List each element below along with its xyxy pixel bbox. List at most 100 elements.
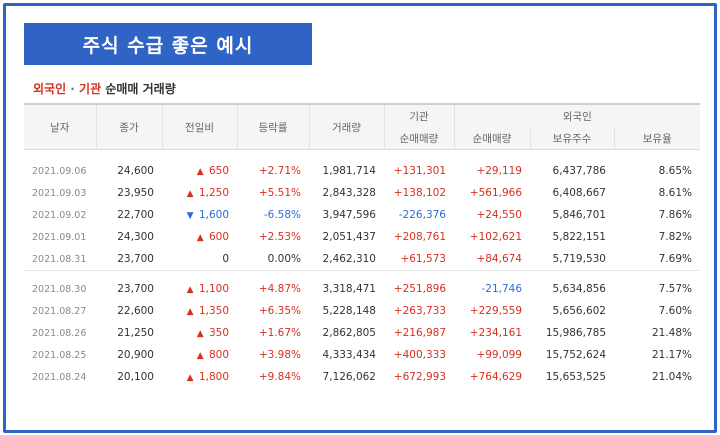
section-title-institution: 기관 (79, 82, 102, 96)
cell-for-ratio: 21.48% (651, 327, 692, 339)
header-for-net: 순매매량 (453, 127, 530, 150)
cell-for-net: +24,550 (476, 209, 522, 221)
cell-change-value: 0 (222, 253, 229, 265)
cell-for-ratio: 21.04% (651, 371, 692, 383)
cell-change-value: 1,250 (198, 187, 229, 199)
cell-close: 23,700 (117, 253, 154, 265)
cell-inst-net: -226,376 (398, 209, 446, 221)
triangle-up-icon: ▲ (196, 351, 204, 361)
table-row: 2021.08.31 23,700 0 0.00% 2,462,310 +61,573 +8… (24, 248, 700, 271)
cell-for-ratio: 7.57% (658, 283, 692, 295)
cell-date: 2021.09.06 (32, 165, 87, 177)
header-volume: 거래량 (308, 103, 384, 150)
table-row: 2021.08.27 22,600 ▲ 1,350 +6.35% 5,228,148 +2… (24, 300, 700, 322)
cell-for-hold: 6,437,786 (552, 165, 606, 177)
cell-date: 2021.08.27 (32, 305, 87, 317)
cell-rate: +6.35% (258, 305, 301, 317)
cell-for-net: +99,099 (476, 349, 522, 361)
cell-change: ▲ 1,250 (162, 182, 237, 204)
cell-rate: +9.84% (258, 371, 301, 383)
cell-inst-net: +263,733 (393, 305, 446, 317)
table-row: 2021.09.03 23,950 ▲ 1,250 +5.51% 2,843,328 +1… (24, 182, 700, 204)
cell-inst-net: +400,333 (393, 349, 446, 361)
cell-for-hold: 5,822,151 (552, 231, 606, 243)
cell-date: 2021.09.03 (32, 187, 87, 199)
cell-for-ratio: 7.82% (658, 231, 692, 243)
cell-change-value: 1,600 (198, 209, 229, 221)
table-row: 2021.08.26 21,250 ▲ 350 +1.67% 2,862,805 +216… (24, 322, 700, 344)
cell-rate: +1.67% (258, 327, 301, 339)
cell-volume: 2,051,437 (322, 231, 376, 243)
section-title-rest: 순매매 거래량 (101, 82, 176, 96)
cell-date: 2021.08.26 (32, 327, 87, 339)
section-title-separator: · (66, 82, 80, 96)
cell-for-hold: 15,653,525 (545, 371, 606, 383)
triangle-up-icon: ▲ (196, 233, 204, 243)
cell-for-ratio: 8.61% (658, 187, 692, 199)
cell-date: 2021.09.01 (32, 231, 87, 243)
cell-change: ▲ 650 (162, 160, 237, 182)
header-foreigner: 외국인 (453, 103, 700, 127)
table-row: 2021.09.06 24,600 ▲ 650 +2.71% 1,981,714 +131… (24, 160, 700, 182)
cell-close: 22,600 (117, 305, 154, 317)
table-row: 2021.08.25 20,900 ▲ 800 +3.98% 4,333,434 +400… (24, 344, 700, 366)
triangle-up-icon: ▲ (186, 285, 194, 295)
cell-for-hold: 5,846,701 (552, 209, 606, 221)
table-row: 2021.08.24 20,100 ▲ 1,800 +9.84% 7,126,062 +6… (24, 366, 700, 388)
cell-change-value: 600 (208, 231, 229, 243)
header-close: 종가 (95, 103, 162, 150)
triangle-up-icon: ▲ (186, 307, 194, 317)
cell-for-hold: 5,656,602 (552, 305, 606, 317)
cell-rate: -6.58% (263, 209, 301, 221)
cell-change-value: 800 (208, 349, 229, 361)
table-row: 2021.08.30 23,700 ▲ 1,100 +4.87% 3,318,471 +2… (24, 278, 700, 300)
cell-inst-net: +131,301 (393, 165, 446, 177)
cell-change: ▲ 600 (162, 226, 237, 248)
cell-volume: 3,318,471 (322, 283, 376, 295)
row-spacer (24, 270, 700, 278)
cell-inst-net: +216,987 (393, 327, 446, 339)
cell-for-ratio: 7.86% (658, 209, 692, 221)
cell-for-net: +84,674 (476, 253, 522, 265)
cell-close: 24,300 (117, 231, 154, 243)
cell-close: 22,700 (117, 209, 154, 221)
cell-volume: 2,462,310 (322, 253, 376, 265)
trading-table: 날자 종가 전일비 등락률 거래량 기관 외국인 순매매량 순매매량 보유주수 … (24, 103, 700, 388)
cell-change: ▲ 350 (162, 322, 237, 344)
cell-rate: 0.00% (267, 253, 301, 265)
header-rate: 등락률 (236, 103, 309, 150)
triangle-up-icon: ▲ (186, 189, 194, 199)
cell-rate: +5.51% (258, 187, 301, 199)
cell-change: ▲ 1,350 (162, 300, 237, 322)
cell-for-hold: 15,986,785 (545, 327, 606, 339)
triangle-up-icon: ▲ (196, 329, 204, 339)
header-for-hold: 보유주수 (529, 127, 614, 150)
cell-change-value: 1,800 (198, 371, 229, 383)
cell-for-net: +229,559 (469, 305, 522, 317)
cell-inst-net: +672,993 (393, 371, 446, 383)
cell-for-ratio: 21.17% (651, 349, 692, 361)
cell-volume: 4,333,434 (322, 349, 376, 361)
cell-date: 2021.08.25 (32, 349, 87, 361)
cell-close: 21,250 (117, 327, 154, 339)
section-title-foreigner: 외국인 (33, 82, 67, 96)
cell-for-net: +29,119 (476, 165, 522, 177)
cell-change: 0 (162, 248, 237, 271)
cell-close: 20,900 (117, 349, 154, 361)
cell-for-hold: 15,752,624 (545, 349, 606, 361)
row-spacer (24, 150, 700, 161)
header-institution: 기관 (383, 103, 454, 127)
cell-change: ▲ 1,800 (162, 366, 237, 388)
cell-change-value: 1,350 (198, 305, 229, 317)
cell-change-value: 1,100 (198, 283, 229, 295)
cell-change: ▲ 1,100 (162, 278, 237, 300)
cell-for-net: +561,966 (469, 187, 522, 199)
cell-for-hold: 5,634,856 (552, 283, 606, 295)
cell-volume: 3,947,596 (322, 209, 376, 221)
cell-change: ▼ 1,600 (162, 204, 237, 226)
cell-for-hold: 5,719,530 (552, 253, 606, 265)
cell-inst-net: +251,896 (393, 283, 446, 295)
header-date: 날자 (24, 103, 96, 150)
cell-inst-net: +61,573 (400, 253, 446, 265)
row-spacer-cell (24, 270, 700, 278)
